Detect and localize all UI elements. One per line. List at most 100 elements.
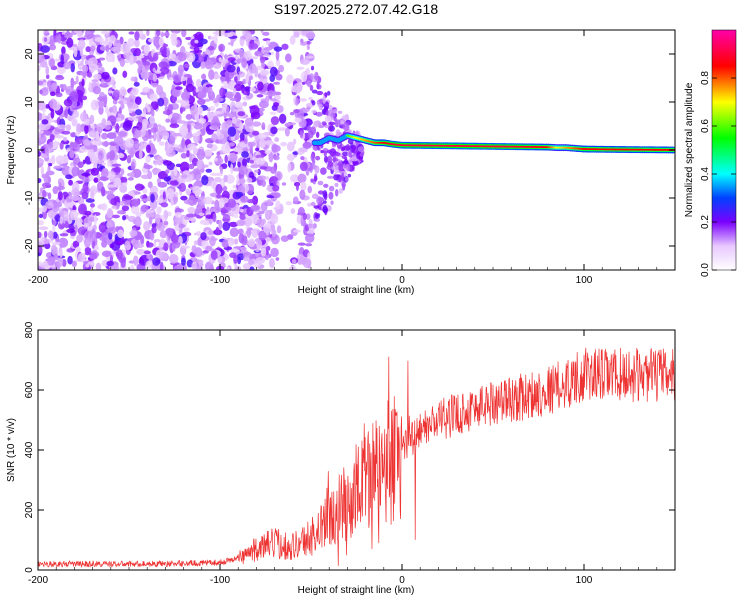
noise-blob (300, 181, 307, 192)
noise-blob (44, 146, 50, 157)
noise-blob (143, 162, 148, 168)
noise-blob (70, 79, 75, 90)
noise-blob (284, 53, 292, 63)
noise-blob (211, 133, 218, 142)
x-tick-label: -200 (28, 275, 48, 286)
noise-blob (307, 252, 311, 260)
noise-blob (306, 44, 310, 50)
noise-blob (111, 84, 116, 90)
noise-blob (145, 102, 149, 109)
noise-blob (158, 141, 165, 146)
noise-blob (150, 82, 159, 87)
y-tick-label: 400 (24, 441, 35, 458)
noise-blob (40, 45, 51, 53)
plume-blob (317, 190, 324, 195)
noise-blob (81, 95, 88, 101)
noise-blob (152, 73, 158, 82)
noise-blob (251, 111, 261, 120)
noise-blob (281, 182, 287, 186)
noise-blob (295, 182, 299, 192)
noise-blob (239, 246, 247, 252)
noise-blob (205, 84, 213, 88)
noise-blob (232, 167, 241, 172)
noise-blob (300, 71, 308, 82)
noise-blob (41, 205, 48, 213)
noise-blob (208, 161, 213, 166)
noise-blob (175, 86, 183, 91)
noise-blob (238, 233, 245, 244)
noise-blob (140, 141, 144, 152)
noise-blob (148, 216, 153, 225)
noise-blob (265, 176, 269, 181)
noise-blob (290, 174, 299, 183)
colorbar-tick-label: 0.0 (700, 263, 711, 277)
noise-blob (71, 260, 77, 268)
noise-blob (57, 124, 67, 130)
noise-blob (195, 88, 199, 93)
noise-blob (278, 64, 285, 73)
snr-panel: -200 -100 0 100 0 200 400 600 800 Height of stra… (6, 321, 676, 596)
noise-blob (122, 120, 132, 131)
noise-blob (181, 174, 188, 179)
noise-blob (38, 226, 49, 231)
noise-blob (300, 38, 304, 44)
noise-blob (106, 260, 114, 267)
noise-blob (196, 266, 203, 270)
noise-blob (147, 181, 153, 189)
noise-blob (239, 213, 247, 221)
noise-blob (203, 149, 213, 157)
plume-blob (311, 109, 317, 114)
noise-blob (81, 172, 91, 177)
noise-blob (106, 207, 114, 219)
noise-blob (82, 64, 89, 73)
noise-blob (59, 155, 69, 164)
x-tick-label: -100 (210, 575, 230, 586)
noise-blob (189, 152, 193, 163)
noise-blob (54, 135, 64, 139)
noise-blob (251, 228, 259, 238)
plume-blob (311, 100, 316, 106)
noise-blob (38, 64, 41, 72)
noise-blob (254, 51, 263, 57)
noise-blob (294, 117, 302, 123)
plume-blob (342, 151, 349, 157)
noise-blob (164, 143, 174, 154)
noise-blob (40, 166, 45, 176)
plume-blob (313, 205, 320, 209)
noise-blob (196, 148, 206, 160)
noise-blob (51, 202, 60, 213)
noise-blob (166, 108, 171, 116)
noise-blob (163, 176, 171, 182)
noise-blob (146, 242, 154, 248)
noise-blob (157, 181, 168, 188)
noise-blob (270, 247, 279, 258)
plume-blob (338, 164, 344, 172)
noise-blob (302, 212, 307, 221)
noise-blob (68, 166, 73, 175)
noise-blob (215, 226, 220, 234)
noise-blob (289, 35, 296, 45)
plume-blob (328, 191, 334, 200)
noise-blob (259, 69, 270, 76)
snr-y-axis-label: SNR (10 * v/v) (6, 418, 17, 482)
plume-blob (357, 146, 365, 152)
noise-blob (280, 141, 287, 147)
noise-blob (200, 232, 207, 241)
noise-blob (85, 30, 94, 40)
noise-blob (149, 93, 158, 102)
noise-blob (63, 61, 71, 70)
noise-blob (119, 36, 124, 45)
noise-blob (99, 236, 107, 241)
noise-blob (222, 221, 231, 231)
noise-blob (258, 132, 267, 140)
y-tick-label: -20 (24, 238, 35, 253)
noise-blob (239, 35, 245, 47)
noise-blob (147, 170, 153, 180)
noise-blob (111, 163, 122, 167)
noise-blob (112, 67, 118, 75)
noise-blob (181, 30, 187, 38)
noise-blob (81, 191, 89, 200)
noise-blob (75, 246, 81, 253)
noise-blob (120, 42, 131, 54)
noise-blob (138, 115, 143, 124)
